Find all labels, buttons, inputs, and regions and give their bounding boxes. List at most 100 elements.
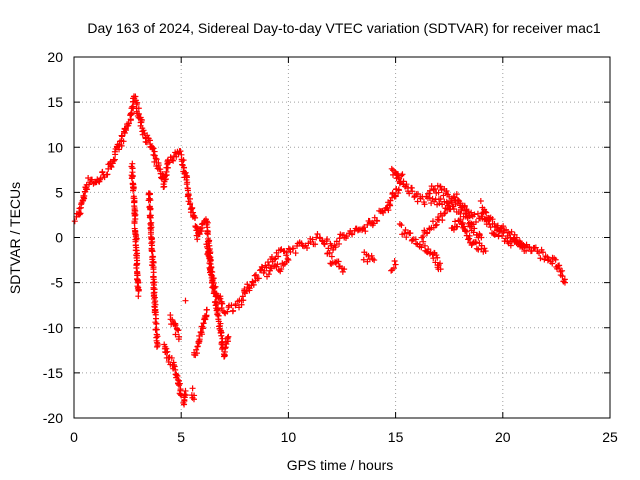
data-point bbox=[203, 313, 210, 320]
data-point bbox=[398, 222, 405, 229]
x-tick-label: 20 bbox=[495, 429, 511, 445]
data-point bbox=[395, 187, 402, 194]
data-point bbox=[199, 325, 206, 332]
data-point bbox=[97, 175, 104, 182]
data-point bbox=[134, 260, 141, 267]
data-point bbox=[249, 278, 256, 285]
data-point bbox=[153, 320, 160, 327]
data-point bbox=[414, 198, 421, 205]
data-point bbox=[198, 228, 205, 235]
data-point bbox=[370, 220, 377, 227]
data-point bbox=[210, 284, 217, 291]
data-point bbox=[275, 253, 282, 260]
data-point bbox=[494, 222, 501, 229]
data-point bbox=[76, 205, 83, 212]
data-point bbox=[221, 348, 228, 355]
data-point bbox=[192, 214, 199, 221]
data-point bbox=[420, 233, 427, 240]
data-point bbox=[520, 242, 527, 249]
data-point bbox=[132, 228, 139, 235]
data-point bbox=[437, 196, 444, 203]
data-point bbox=[191, 392, 198, 399]
data-point bbox=[434, 254, 441, 261]
data-point bbox=[400, 178, 407, 185]
data-point bbox=[420, 238, 427, 245]
data-point bbox=[149, 248, 156, 255]
data-point bbox=[243, 288, 250, 295]
data-point bbox=[443, 188, 450, 195]
data-point bbox=[395, 190, 402, 197]
data-point bbox=[135, 105, 142, 112]
data-point bbox=[177, 387, 184, 394]
data-point bbox=[466, 232, 473, 239]
data-point bbox=[152, 155, 159, 162]
data-point bbox=[464, 214, 471, 221]
data-point bbox=[196, 231, 203, 238]
data-point bbox=[396, 175, 403, 182]
data-point bbox=[324, 236, 331, 243]
data-point bbox=[396, 180, 403, 187]
data-point bbox=[457, 210, 464, 217]
data-point bbox=[250, 281, 257, 288]
data-point bbox=[130, 172, 137, 179]
x-axis-label: GPS time / hours bbox=[287, 457, 394, 473]
x-tick-labels: 0 5 10 15 20 25 bbox=[70, 429, 618, 445]
data-point bbox=[218, 332, 225, 339]
data-point bbox=[133, 235, 140, 242]
data-point bbox=[78, 201, 85, 208]
data-point bbox=[144, 132, 151, 139]
data-point bbox=[537, 255, 544, 262]
data-point bbox=[328, 253, 335, 260]
data-point bbox=[125, 120, 132, 127]
data-point bbox=[151, 279, 158, 286]
data-point bbox=[392, 261, 399, 268]
data-point bbox=[176, 380, 183, 387]
data-point bbox=[390, 265, 397, 272]
y-tick-label: -5 bbox=[51, 275, 64, 291]
data-point bbox=[230, 307, 237, 314]
data-point bbox=[287, 248, 294, 255]
data-point bbox=[477, 198, 484, 205]
data-point bbox=[212, 290, 219, 297]
data-point bbox=[450, 226, 457, 233]
data-point bbox=[508, 228, 515, 235]
data-point bbox=[154, 333, 161, 340]
data-point bbox=[441, 210, 448, 217]
data-point bbox=[482, 248, 489, 255]
data-point bbox=[206, 258, 213, 265]
data-point bbox=[475, 246, 482, 253]
data-point bbox=[362, 228, 369, 235]
data-point bbox=[437, 183, 444, 190]
data-point bbox=[435, 189, 442, 196]
y-tick-labels: 20 15 10 5 0 -5 -10 -15 -20 bbox=[43, 49, 63, 426]
data-point bbox=[418, 244, 425, 251]
data-point bbox=[481, 245, 488, 252]
data-point bbox=[364, 221, 371, 228]
data-point bbox=[134, 276, 141, 283]
data-point bbox=[461, 203, 468, 210]
data-point bbox=[539, 249, 546, 256]
data-point bbox=[360, 256, 367, 263]
data-point bbox=[478, 242, 485, 249]
data-point bbox=[168, 354, 175, 361]
data-point bbox=[163, 345, 170, 352]
data-point bbox=[552, 256, 559, 263]
data-point bbox=[429, 218, 436, 225]
x-tick-label: 25 bbox=[602, 429, 618, 445]
data-point bbox=[426, 187, 433, 194]
data-point bbox=[128, 109, 135, 116]
data-point bbox=[433, 221, 440, 228]
data-point bbox=[432, 222, 439, 229]
data-point bbox=[438, 187, 445, 194]
data-point bbox=[71, 218, 78, 225]
data-point bbox=[403, 181, 410, 188]
data-point bbox=[167, 154, 174, 161]
data-point bbox=[130, 187, 137, 194]
data-point bbox=[131, 210, 138, 217]
data-points bbox=[71, 93, 568, 408]
data-point bbox=[489, 216, 496, 223]
data-point bbox=[205, 252, 212, 259]
data-point bbox=[290, 245, 297, 252]
data-point bbox=[470, 221, 477, 228]
